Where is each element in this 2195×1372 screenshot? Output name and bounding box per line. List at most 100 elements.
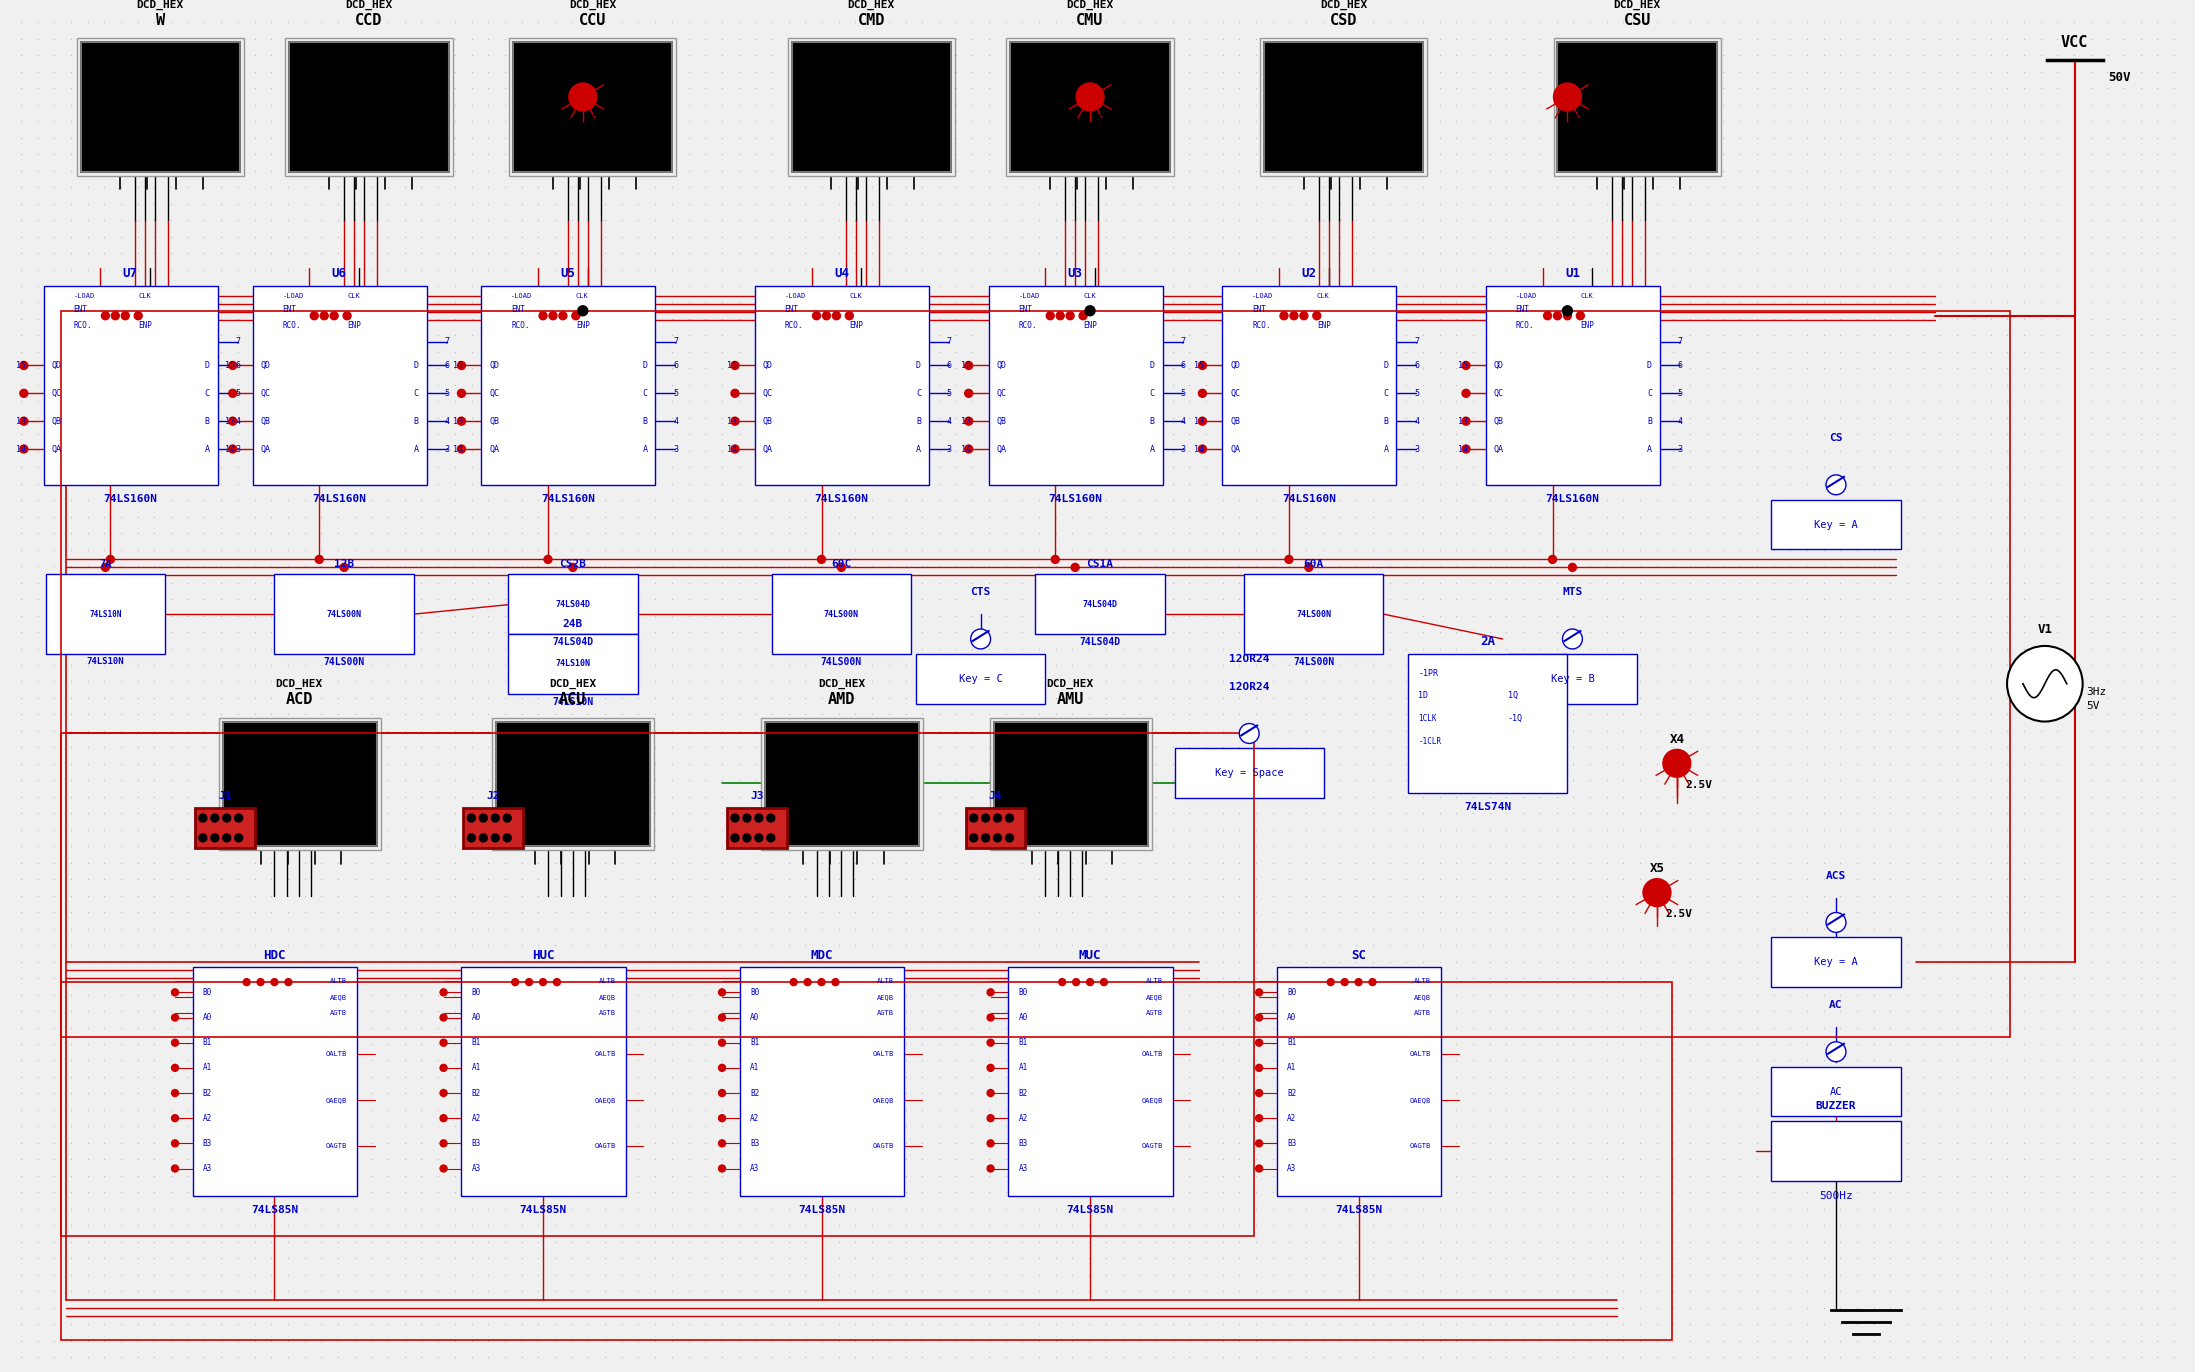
Point: [705, 836, 740, 858]
Point: [1556, 901, 1591, 923]
Point: [487, 241, 522, 263]
Point: [1223, 539, 1258, 561]
Point: [204, 11, 239, 33]
Point: [1523, 340, 1558, 362]
Point: [1438, 1115, 1473, 1137]
Point: [1354, 1231, 1389, 1253]
Point: [538, 836, 573, 858]
Point: [1523, 1165, 1558, 1187]
Point: [1038, 407, 1073, 429]
Point: [255, 159, 290, 181]
Point: [1607, 1231, 1642, 1253]
Point: [1506, 901, 1541, 923]
Point: [1205, 60, 1240, 82]
Point: [37, 1000, 72, 1022]
Point: [4, 358, 40, 380]
Point: [755, 934, 790, 956]
Point: [621, 951, 656, 973]
Point: [538, 720, 573, 742]
Point: [1673, 457, 1708, 479]
Point: [1021, 60, 1056, 82]
Point: [404, 225, 439, 247]
Point: [88, 225, 123, 247]
Point: [838, 1280, 874, 1302]
Point: [1973, 424, 2008, 446]
Point: [1607, 506, 1642, 528]
Point: [1822, 589, 1857, 611]
Point: [637, 358, 672, 380]
Point: [1455, 391, 1490, 413]
Point: [1789, 687, 1824, 709]
Point: [1607, 27, 1642, 49]
Point: [1339, 1066, 1374, 1088]
Point: [1789, 918, 1824, 940]
Point: [136, 93, 171, 115]
Point: [505, 786, 540, 808]
Point: [1572, 1066, 1607, 1088]
Point: [1738, 671, 1774, 693]
Point: [1539, 753, 1574, 775]
Point: [1572, 375, 1607, 397]
Point: [637, 424, 672, 446]
Point: [2140, 1066, 2175, 1088]
Point: [4, 77, 40, 99]
Point: [1822, 60, 1857, 82]
Point: [237, 638, 272, 660]
Point: [1422, 192, 1457, 214]
Point: [1756, 291, 1791, 313]
Point: [404, 176, 439, 198]
Point: [922, 407, 957, 429]
Point: [1473, 852, 1508, 874]
Point: [1956, 424, 1991, 446]
Point: [255, 126, 290, 148]
Point: [505, 506, 540, 528]
Point: [171, 358, 206, 380]
Point: [538, 407, 573, 429]
Point: [1890, 1247, 1925, 1269]
Point: [520, 951, 555, 973]
Point: [1238, 1264, 1273, 1286]
Point: [1104, 868, 1139, 890]
Point: [1056, 391, 1091, 413]
Point: [1187, 1066, 1223, 1088]
Point: [1372, 1033, 1407, 1055]
Point: [255, 11, 290, 33]
Point: [103, 110, 138, 132]
Point: [1187, 1148, 1223, 1170]
Point: [604, 258, 639, 280]
Point: [654, 307, 689, 329]
Point: [2140, 77, 2175, 99]
Point: [1473, 572, 1508, 594]
Point: [1890, 984, 1925, 1006]
Point: [1589, 1214, 1624, 1236]
Point: [187, 159, 222, 181]
Point: [1723, 1231, 1758, 1253]
Point: [270, 572, 305, 594]
Point: [889, 918, 924, 940]
Point: [788, 11, 823, 33]
Point: [553, 44, 588, 66]
Point: [1104, 638, 1139, 660]
Point: [937, 556, 972, 578]
Text: 7: 7: [235, 338, 241, 346]
Point: [972, 836, 1008, 858]
Point: [1872, 1000, 1907, 1022]
Point: [788, 1115, 823, 1137]
Point: [487, 307, 522, 329]
Point: [171, 1346, 206, 1368]
Point: [722, 44, 757, 66]
Point: [1774, 984, 1809, 1006]
Point: [1806, 1033, 1842, 1055]
Point: [2039, 258, 2074, 280]
Point: [770, 786, 806, 808]
Point: [1556, 984, 1591, 1006]
Point: [1607, 274, 1642, 296]
Point: [1271, 671, 1306, 693]
Point: [2006, 786, 2041, 808]
Point: [103, 1050, 138, 1072]
Point: [1321, 984, 1357, 1006]
Point: [1589, 457, 1624, 479]
Point: [1271, 539, 1306, 561]
Point: [386, 934, 421, 956]
Point: [1321, 1050, 1357, 1072]
